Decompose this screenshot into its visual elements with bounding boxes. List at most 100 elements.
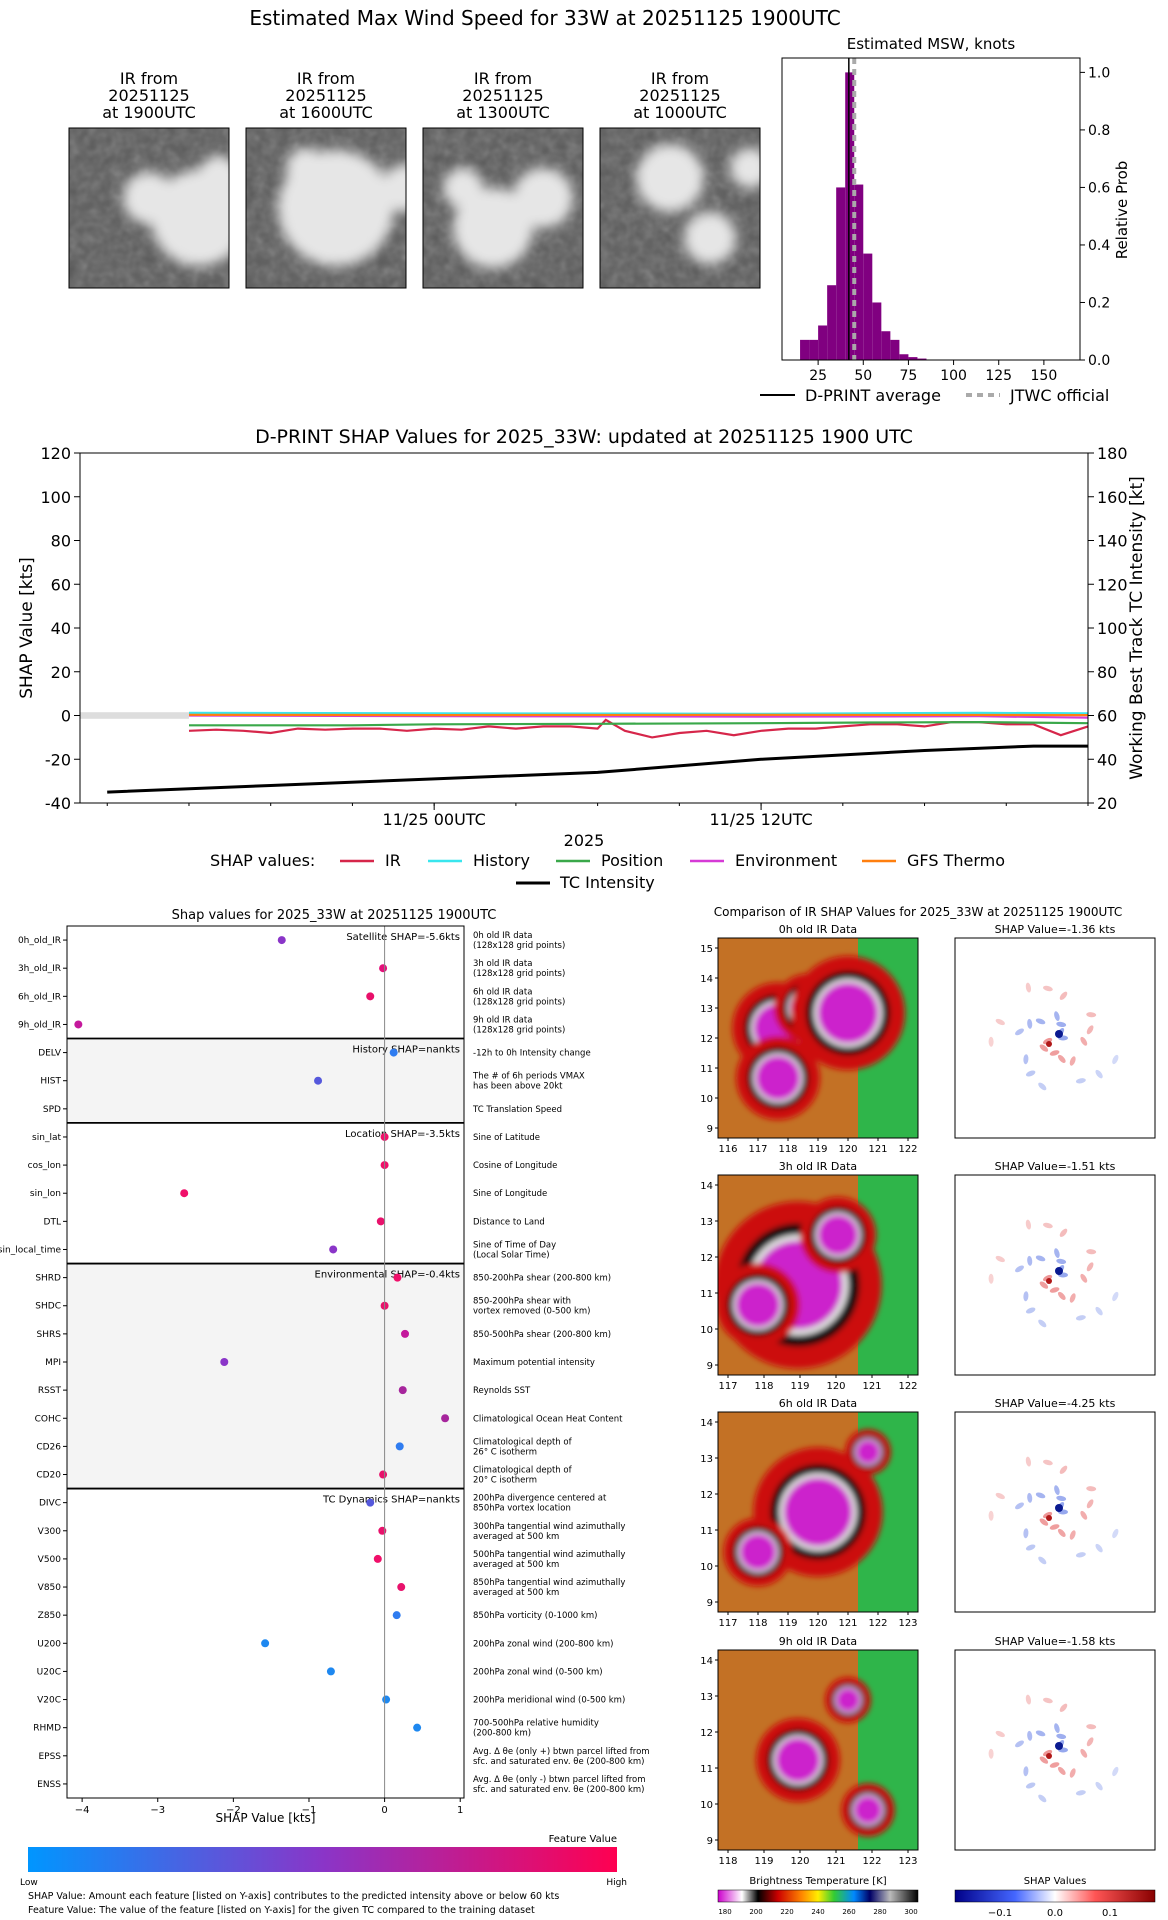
shap-map-blob — [1023, 1291, 1029, 1302]
feature-description: Sine of Longitude — [473, 1189, 547, 1199]
feature-description: vortex removed (0-500 km) — [473, 1307, 590, 1317]
feature-label: V850 — [38, 1583, 62, 1593]
shap-map-blob — [1043, 1037, 1053, 1045]
feature-description: 850hPa tangential wind azimuthally — [473, 1578, 625, 1588]
thumb-title-line: at 1600UTC — [279, 103, 373, 122]
shap-map-core — [1055, 1504, 1063, 1512]
shap-map-blob — [1039, 1518, 1049, 1526]
shap-map-blob — [1039, 1756, 1049, 1764]
feature-label: MPI — [45, 1358, 61, 1368]
histogram-bar — [908, 357, 918, 360]
lon-tick-label: 122 — [868, 1618, 887, 1629]
ir-coldest-core — [818, 983, 878, 1043]
histogram-bar — [827, 285, 837, 360]
shap-map-blob — [988, 1273, 994, 1284]
feature-description: 6h old IR data — [473, 987, 532, 997]
legend-label-jtwc: JTWC official — [1009, 386, 1109, 405]
feature-description: Reynolds SST — [473, 1386, 531, 1396]
histogram-bar — [899, 354, 909, 360]
lon-tick-label: 117 — [748, 1144, 767, 1155]
shap-map-blob — [1027, 1255, 1033, 1266]
ir-thumbnail-1 — [246, 128, 406, 288]
shap-map-frame — [954, 1174, 1156, 1376]
zero-band — [80, 712, 189, 719]
x-tick-label: 0 — [381, 1805, 387, 1816]
lon-tick-label: 118 — [748, 1618, 767, 1629]
shap-map-blob — [1025, 982, 1032, 993]
shap-map-blob — [1015, 1265, 1024, 1273]
ir-thumbnail-3 — [600, 128, 760, 288]
shap-map-core — [1055, 1267, 1063, 1275]
feature-description: -12h to 0h Intensity change — [473, 1049, 591, 1059]
lon-tick-label: 119 — [790, 1381, 809, 1392]
ir-coldest-core — [776, 1738, 820, 1782]
thumb-title-line: 20251125 — [285, 86, 366, 105]
y-tick-label: 60 — [51, 575, 71, 594]
shap-map-core — [1046, 1278, 1052, 1284]
feature-description: Climatological Ocean Heat Content — [473, 1414, 623, 1424]
feature-description: 3h old IR data — [473, 959, 532, 969]
shap-map-blob — [1057, 1766, 1066, 1775]
x-tick-label: −1 — [302, 1805, 317, 1816]
shap-map-blob — [1027, 1492, 1033, 1503]
lat-tick-label: 14 — [700, 1418, 713, 1429]
shap-map-blob — [988, 1036, 994, 1047]
feature-label: V500 — [38, 1555, 62, 1565]
feature-description: Avg. Δ θe (only -) btwn parcel lifted fr… — [473, 1775, 646, 1785]
y-tick-label: 0.4 — [1088, 238, 1110, 254]
feature-description: 850-200hPa shear with — [473, 1297, 571, 1307]
shap-map-blob — [1043, 1697, 1053, 1704]
shap-map-blob — [1023, 1528, 1029, 1539]
ir-image-2 — [718, 1412, 918, 1612]
feature-description: (128x128 grid points) — [473, 969, 565, 979]
shap-map-blob — [1039, 1281, 1049, 1289]
colorbar-low-label: Low — [20, 1878, 38, 1888]
y-tick-label: 120 — [40, 444, 71, 463]
cloud-mass — [636, 144, 704, 212]
line-chart-title: D-PRINT SHAP Values for 2025_33W: update… — [255, 426, 913, 448]
ir-coldest-core — [836, 1688, 860, 1712]
shap-point — [398, 1386, 407, 1395]
shap-chart-frame — [66, 925, 465, 1799]
shap-map-blob — [1035, 1255, 1046, 1262]
shap-map-blob — [988, 1510, 994, 1521]
bt-colorbar — [717, 1889, 919, 1903]
lat-tick-label: 9 — [707, 1836, 713, 1847]
feature-label: HIST — [40, 1077, 61, 1087]
ir-coldest-core — [784, 1478, 852, 1546]
thumb-title-line: IR from — [474, 69, 532, 88]
cloud-mass — [382, 164, 406, 212]
y2-tick-label: 120 — [1097, 575, 1128, 594]
bt-tick-label: 280 — [873, 1908, 886, 1916]
shap-map-blob — [1095, 1543, 1103, 1553]
feature-label: SHDC — [35, 1302, 61, 1312]
lat-tick-label: 13 — [700, 1004, 713, 1015]
feature-description: 850hPa vortex location — [473, 1504, 571, 1514]
shap-map-blob — [1086, 1724, 1097, 1730]
feature-label: ENSS — [37, 1780, 61, 1790]
shap-map-blob — [1086, 1012, 1097, 1018]
x-tick-label: 50 — [854, 368, 872, 384]
lon-tick-label: 117 — [718, 1381, 737, 1392]
lat-tick-label: 14 — [700, 1656, 713, 1667]
shap-map-blob — [1025, 1307, 1036, 1314]
feature-description: Sine of Time of Day — [473, 1240, 556, 1250]
shap-map-blob — [1035, 1492, 1046, 1499]
x-tick-label: 1 — [457, 1805, 463, 1816]
shap-map-blob — [1086, 1262, 1094, 1272]
thumb-title-line: 20251125 — [462, 86, 543, 105]
group-shap-total: TC Dynamics SHAP=nankts — [322, 1495, 460, 1506]
feature-description: 0h old IR data — [473, 931, 532, 941]
ir-coldest-core — [854, 1796, 882, 1824]
shap-map-blob — [1025, 1070, 1036, 1077]
shap-map-core — [1046, 1753, 1052, 1759]
shap-map-blob — [1023, 1766, 1029, 1777]
shap-map-blob — [1086, 1737, 1094, 1747]
shap-map-blob — [1086, 1486, 1097, 1492]
shap-map-blob — [1056, 1021, 1067, 1028]
lat-tick-label: 12 — [700, 1034, 713, 1045]
y-tick-label: 1.0 — [1088, 65, 1110, 81]
bt-tick-label: 200 — [749, 1908, 762, 1916]
lat-tick-label: 12 — [700, 1728, 713, 1739]
shap-map-blob — [1075, 1552, 1086, 1558]
